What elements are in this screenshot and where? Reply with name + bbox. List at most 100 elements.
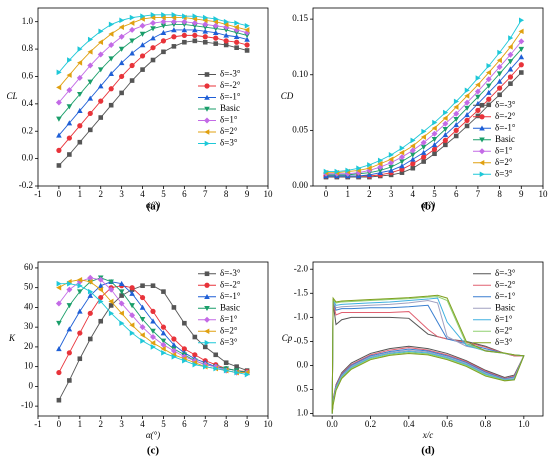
marker [56,84,62,91]
marker [118,280,125,287]
marker [474,88,481,95]
marker [56,280,62,287]
x-tick-label: -1 [34,189,42,199]
marker [410,152,416,158]
marker [150,308,156,314]
marker [234,39,240,45]
marker [56,69,62,76]
marker [171,305,177,310]
marker [108,31,114,37]
x-tick-label: 0.2 [365,419,376,429]
marker [223,42,229,48]
marker [67,152,72,157]
marker [410,161,416,167]
marker [150,344,156,350]
marker [388,152,394,158]
legend-label: Basic [495,302,515,312]
marker [518,62,524,68]
y-tick-label: 60 [24,262,34,272]
marker [367,162,373,168]
marker [139,16,145,22]
y-tick-label: 0 [29,380,34,390]
marker [202,14,209,21]
x-axis-label: x/c [422,430,434,440]
legend-marker [204,316,210,323]
marker [97,39,104,46]
marker [150,45,156,51]
marker [508,35,514,41]
panel-label: (a) [147,201,160,213]
marker [87,36,94,43]
marker [77,46,83,52]
marker [150,14,156,21]
x-axis-label: α(°) [146,200,160,210]
marker [223,21,229,28]
legend-marker [204,305,210,312]
legend-marker [204,293,210,300]
marker [161,289,166,294]
marker [87,79,94,85]
marker [118,300,125,307]
marker [181,18,188,25]
plot-frame [312,261,544,417]
x-tick-label: 1 [78,189,83,199]
marker [464,87,470,94]
marker [192,16,198,22]
panel-label: (b) [421,201,435,213]
legend-label: δ=3° [220,138,238,148]
marker [464,105,470,111]
series-line [58,279,248,374]
marker [410,156,416,162]
y-tick-label: 0.5 [297,384,309,394]
legend-marker [204,117,210,124]
x-tick-label: 6 [182,189,187,199]
x-tick-label: 0.0 [327,419,339,429]
legend-marker [204,282,210,288]
marker [140,338,146,344]
x-tick-label: 7 [203,419,208,429]
legend-label: δ=1° [220,314,238,324]
marker [67,378,72,383]
marker [213,352,219,358]
marker [77,107,83,113]
marker [442,126,449,133]
marker [334,168,340,175]
marker [150,26,156,32]
marker [77,276,83,283]
x-tick-label: 0.6 [442,419,454,429]
marker [356,165,362,171]
legend-label: δ=-2° [495,279,516,289]
marker [139,332,145,338]
marker [486,96,492,102]
y-tick-label: 1.0 [297,408,309,418]
x-tick-label: 3 [389,189,394,199]
x-tick-label: 10 [539,189,549,199]
marker [56,116,62,122]
marker [234,369,240,376]
marker [97,67,104,73]
marker [170,347,177,354]
marker [55,99,62,106]
marker [129,322,135,328]
marker [420,139,427,146]
marker [431,142,438,148]
legend-label: Basic [495,134,515,144]
legend-label: δ=-1° [495,122,516,132]
y-tick-label: 0.2 [22,125,33,135]
marker [66,303,73,309]
marker [421,159,426,164]
x-tick-label: 7 [476,189,481,199]
marker [421,154,427,160]
marker [55,300,62,307]
y-axis-label: CL [6,91,17,101]
y-tick-label: 0.4 [22,98,34,108]
marker [161,49,166,55]
x-tick-label: 4 [411,189,416,199]
x-tick-label: 0 [57,419,62,429]
marker [496,63,503,70]
marker [66,72,72,78]
marker [170,18,177,25]
marker [507,44,513,50]
marker [77,330,83,336]
marker [377,157,384,164]
